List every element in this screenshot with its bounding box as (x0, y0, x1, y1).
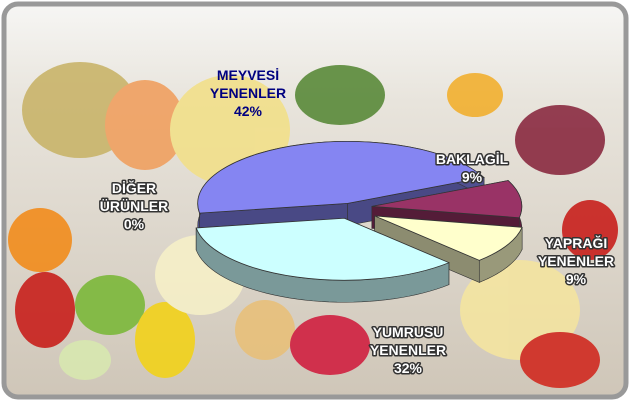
slice-label: BAKLAGİL (436, 151, 509, 167)
label-line: BAKLAGİL (436, 151, 509, 167)
chart: MEYVESİ YENENLER 42% BAKLAGİL 9% YAPRAĞI YENEN… (0, 0, 630, 401)
value-label: 0% (124, 216, 145, 232)
value-label: 9% (566, 271, 587, 287)
value-label: 42% (234, 103, 263, 119)
value-label: 32% (394, 360, 423, 376)
value-label: 9% (462, 169, 483, 185)
label-line: DİĞER (112, 179, 156, 196)
label-line: YENENLER (210, 85, 286, 101)
label-line: YENENLER (370, 342, 446, 358)
label-line: ÜRÜNLER (100, 198, 168, 214)
label-line: YENENLER (538, 253, 614, 269)
label-line: MEYVESİ (217, 67, 279, 83)
label-line: YUMRUSU (373, 324, 444, 340)
label-line: YAPRAĞI (545, 234, 608, 251)
